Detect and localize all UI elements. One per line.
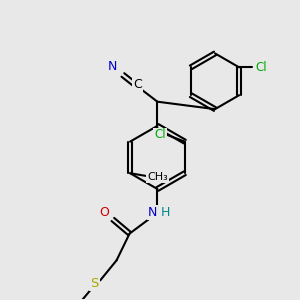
Text: H: H (161, 206, 170, 218)
Text: S: S (90, 277, 98, 290)
Text: O: O (100, 206, 110, 218)
Text: CH₃: CH₃ (147, 172, 168, 182)
Text: N: N (108, 60, 117, 73)
Text: C: C (134, 78, 142, 91)
Text: Cl: Cl (154, 128, 166, 142)
Text: N: N (148, 206, 157, 218)
Text: Cl: Cl (256, 61, 267, 74)
